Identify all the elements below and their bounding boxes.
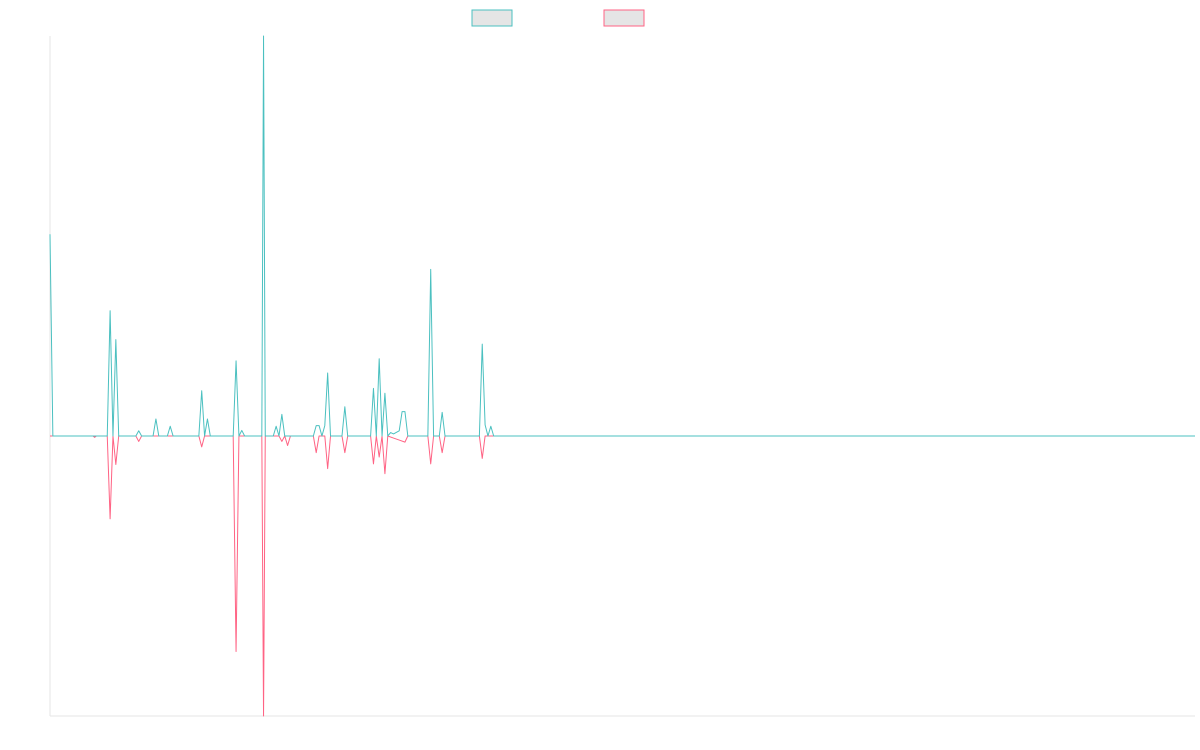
series-line-1 [49,35,1195,437]
series-layer [49,35,1195,717]
axes [49,36,1195,717]
legend-swatch-1[interactable] [471,9,513,27]
legend[interactable] [471,9,645,27]
legend-swatch-2[interactable] [603,9,645,27]
series-line-2 [50,435,1195,717]
